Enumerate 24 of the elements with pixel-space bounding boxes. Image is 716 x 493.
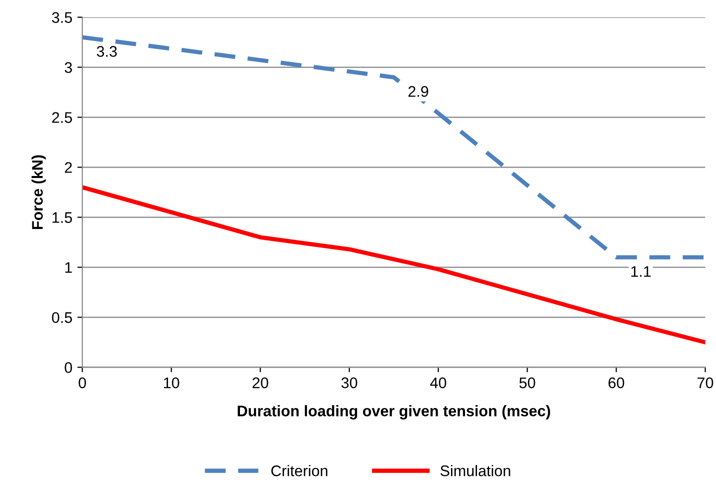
legend-label: Criterion: [271, 465, 328, 476]
x-tick-label: 20: [252, 377, 268, 388]
x-tick-label: 30: [341, 377, 358, 388]
x-tick-label: 0: [78, 377, 86, 388]
y-axis-title: Force (kN): [32, 155, 46, 230]
legend-label: Simulation: [440, 465, 510, 476]
annotation: 1.1: [631, 266, 651, 277]
annotation: 3.3: [96, 46, 117, 57]
x-tick-label: 70: [698, 377, 714, 388]
annotation: 2.9: [408, 86, 428, 97]
x-tick-label: 10: [164, 377, 180, 388]
y-tick-label: 0.5: [52, 312, 72, 323]
x-tick-label: 50: [519, 377, 536, 388]
line-series: [82, 185, 706, 344]
y-tick-label: 3: [64, 62, 72, 73]
y-tick-label: 1: [65, 262, 72, 273]
x-tick-label: 40: [430, 377, 446, 388]
y-tick-label: 0: [64, 362, 72, 373]
y-tick-label: 2.5: [52, 112, 72, 123]
y-tick-label: 3.5: [52, 12, 72, 23]
y-tick-label: 2: [64, 162, 72, 173]
y-tick-label: 1.5: [52, 212, 72, 223]
x-tick-label: 60: [608, 377, 624, 388]
x-axis-title: Duration loading over given tension (msec): [238, 405, 550, 420]
